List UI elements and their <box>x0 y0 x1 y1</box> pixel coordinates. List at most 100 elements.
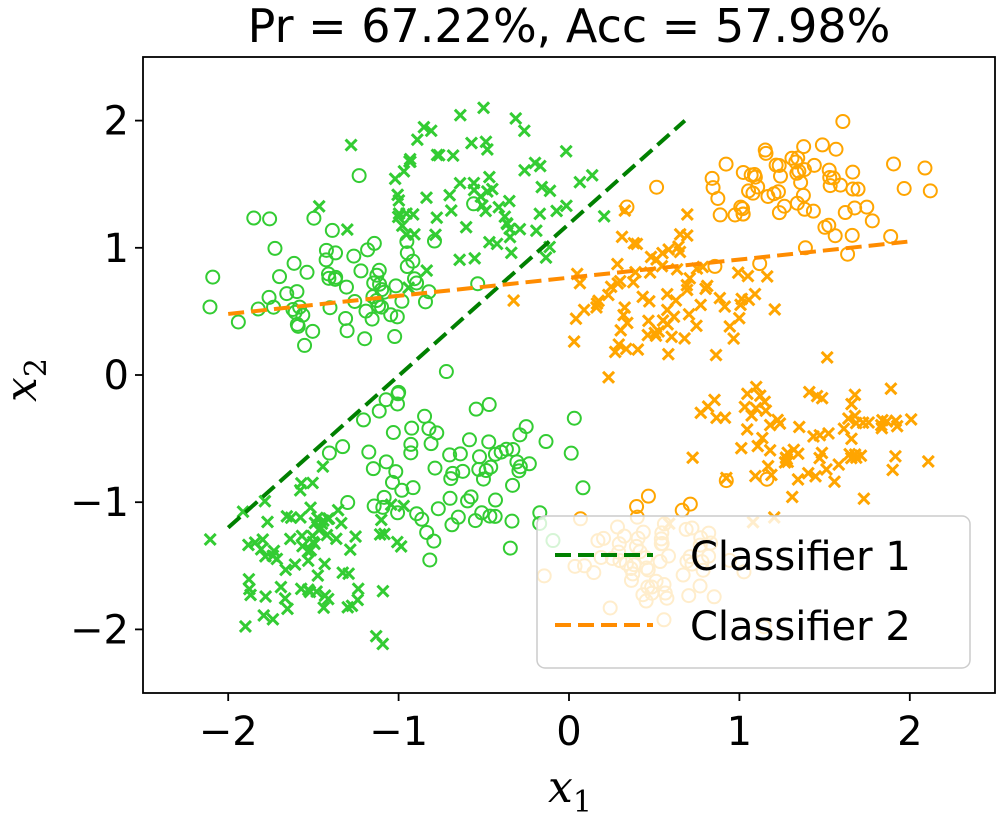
y-tick-label: 0 <box>104 353 129 399</box>
data-point-green-circles <box>369 267 385 283</box>
x-tick-label: 2 <box>897 709 922 755</box>
data-point-green-circles <box>261 289 277 305</box>
data-point-orange-crosses-bottom <box>753 389 767 403</box>
data-point-orange-crosses-mid <box>662 243 676 257</box>
data-point-green-crosses-bottom <box>306 535 320 549</box>
data-point-orange-crosses-mid <box>760 269 774 283</box>
data-point-green-crosses-top <box>467 176 481 190</box>
legend-label-classifier-2: Classifier 2 <box>690 604 911 650</box>
data-point-green-crosses-bottom <box>318 557 332 571</box>
data-point-green-crosses-bottom <box>280 509 294 523</box>
data-point-green-crosses-top <box>453 176 467 190</box>
data-point-green-crosses-top <box>464 136 479 150</box>
data-point-orange-circles-top <box>707 258 723 274</box>
data-point-orange-circles-top <box>771 205 787 221</box>
data-point-orange-circles-top <box>789 165 805 181</box>
x-axis-label: x1 <box>548 762 592 813</box>
data-point-orange-crosses-mid <box>689 319 704 333</box>
data-point-green-crosses-top <box>513 222 527 236</box>
data-point-green-crosses-top <box>392 207 406 221</box>
data-point-green-crosses-top <box>509 111 523 125</box>
data-point-green-circles-bottom <box>385 424 401 440</box>
data-point-green-crosses-top <box>430 211 444 225</box>
data-point-green-crosses-bottom <box>311 569 325 583</box>
data-point-orange-crosses-mid <box>627 236 641 250</box>
data-point-green-circles <box>202 299 218 315</box>
data-point-orange-crosses-bottom <box>778 455 792 470</box>
data-point-orange-crosses-mid <box>660 303 674 317</box>
data-point-green-crosses-bottom <box>349 529 363 544</box>
data-point-orange-circles-top <box>922 183 938 199</box>
data-point-orange-crosses-mid <box>718 300 732 314</box>
data-point-green-crosses-top <box>410 133 424 147</box>
data-point-orange-circles-top <box>789 195 805 211</box>
data-point-green-crosses-bottom <box>397 499 411 513</box>
data-point-green-circles <box>389 309 405 325</box>
y-axis-label: x2 <box>0 358 54 402</box>
data-point-green-crosses-bottom <box>258 494 272 508</box>
data-point-green-circles <box>306 210 322 226</box>
data-point-green-circles-bottom <box>505 442 521 458</box>
data-point-green-crosses-bottom <box>256 533 270 547</box>
data-point-orange-crosses-mid <box>768 302 782 317</box>
data-point-orange-crosses-bottom <box>815 446 829 460</box>
data-point-green-crosses-top <box>528 156 542 170</box>
data-point-green-crosses-top <box>543 184 557 198</box>
data-point-green-crosses-top <box>419 191 434 205</box>
legend-box <box>536 515 971 669</box>
data-point-green-crosses-top <box>518 163 532 177</box>
data-point-green-circles <box>351 168 367 184</box>
data-point-green-circles-bottom <box>463 489 479 505</box>
data-point-green-circles-bottom <box>376 489 392 505</box>
data-point-orange-crosses-mid <box>636 290 650 304</box>
data-point-orange-crosses-mid <box>680 278 694 292</box>
data-point-green-crosses-top <box>597 209 611 223</box>
x-tick-label: 0 <box>556 709 581 755</box>
data-point-orange-circles-top <box>735 206 751 222</box>
data-point-orange-crosses-bottom <box>848 388 862 402</box>
data-point-green-crosses-bottom <box>351 582 365 596</box>
data-point-green-crosses-top <box>443 188 457 202</box>
data-point-green-crosses-top <box>490 237 504 251</box>
data-point-green-circles-bottom <box>427 460 443 476</box>
data-point-green-circles-bottom <box>378 454 394 470</box>
data-point-orange-circles-top <box>718 156 734 172</box>
data-point-green-crosses-bottom <box>279 563 293 577</box>
data-point-green-circles-bottom <box>487 508 503 524</box>
data-point-green-crosses-top <box>482 170 496 184</box>
data-point-green-circles <box>289 284 305 300</box>
data-point-orange-circles-top <box>796 139 812 155</box>
data-point-green-crosses-bottom <box>351 593 365 607</box>
data-point-green-circles-bottom <box>455 463 471 479</box>
data-point-green-crosses-bottom <box>301 544 315 558</box>
data-point-green-crosses-bottom <box>238 619 252 633</box>
data-point-orange-crosses-mid <box>656 313 670 328</box>
points-layer <box>202 101 938 651</box>
data-point-green-crosses-top <box>559 144 573 158</box>
data-point-green-crosses-top <box>395 219 409 233</box>
data-point-green-circles-bottom <box>472 449 488 465</box>
data-point-orange-crosses-mid <box>660 287 674 301</box>
data-point-green-crosses-top <box>539 251 553 265</box>
data-point-green-circles <box>320 266 336 282</box>
data-point-green-circles <box>366 235 382 251</box>
data-point-orange-crosses-bottom <box>748 469 762 483</box>
data-point-green-crosses-bottom <box>317 601 331 615</box>
classifier-lines <box>226 119 911 530</box>
data-point-green-crosses-top <box>550 204 564 218</box>
data-point-orange-circles-top <box>743 167 759 183</box>
data-point-orange-circles-top <box>835 113 851 129</box>
data-point-orange-crosses-bottom <box>709 411 724 425</box>
data-point-orange-crosses-mid <box>601 288 615 302</box>
data-point-green-circles-bottom <box>438 364 454 380</box>
data-point-green-circles <box>305 323 321 339</box>
data-point-orange-crosses-bottom <box>813 428 827 442</box>
data-point-orange-crosses-bottom <box>810 389 824 403</box>
data-point-green-circles <box>353 263 369 279</box>
data-point-green-circles-bottom <box>417 408 433 424</box>
data-point-orange-circles-top <box>845 164 861 180</box>
data-point-orange-crosses-bottom <box>889 414 903 428</box>
x-axis-label-subscript: 1 <box>573 785 592 813</box>
data-point-green-crosses-top <box>417 120 431 134</box>
